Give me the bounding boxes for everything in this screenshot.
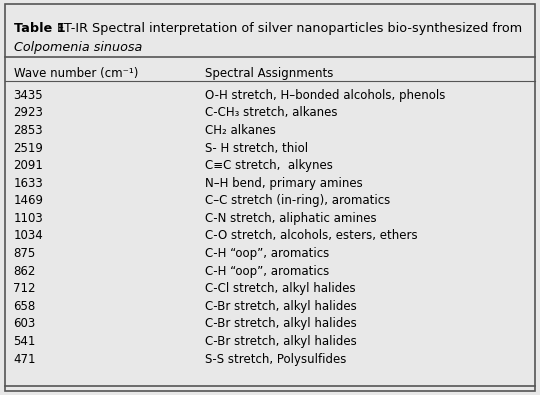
Text: Wave number (cm⁻¹): Wave number (cm⁻¹) bbox=[14, 67, 138, 80]
Text: C–C stretch (in-ring), aromatics: C–C stretch (in-ring), aromatics bbox=[205, 194, 390, 207]
Text: C-Cl stretch, alkyl halides: C-Cl stretch, alkyl halides bbox=[205, 282, 356, 295]
Text: C-H “oop”, aromatics: C-H “oop”, aromatics bbox=[205, 265, 329, 278]
Text: Table 1: Table 1 bbox=[14, 22, 70, 35]
Text: 862: 862 bbox=[14, 265, 36, 278]
Text: C-Br stretch, alkyl halides: C-Br stretch, alkyl halides bbox=[205, 300, 357, 313]
Text: 875: 875 bbox=[14, 247, 36, 260]
Text: FT-IR Spectral interpretation of silver nanoparticles bio-synthesized from: FT-IR Spectral interpretation of silver … bbox=[57, 22, 522, 35]
Text: C-Br stretch, alkyl halides: C-Br stretch, alkyl halides bbox=[205, 318, 357, 330]
Text: 1103: 1103 bbox=[14, 212, 43, 225]
Text: Colpomenia sinuosa: Colpomenia sinuosa bbox=[14, 41, 142, 55]
Text: 603: 603 bbox=[14, 318, 36, 330]
Text: 1633: 1633 bbox=[14, 177, 43, 190]
Text: 2091: 2091 bbox=[14, 159, 43, 172]
Text: 1034: 1034 bbox=[14, 229, 43, 243]
Text: CH₂ alkanes: CH₂ alkanes bbox=[205, 124, 276, 137]
Text: 2923: 2923 bbox=[14, 106, 43, 119]
Text: C-O stretch, alcohols, esters, ethers: C-O stretch, alcohols, esters, ethers bbox=[205, 229, 418, 243]
Text: C≡C stretch,  alkynes: C≡C stretch, alkynes bbox=[205, 159, 333, 172]
Text: Spectral Assignments: Spectral Assignments bbox=[205, 67, 334, 80]
Text: 471: 471 bbox=[14, 352, 36, 365]
Text: O-H stretch, H–bonded alcohols, phenols: O-H stretch, H–bonded alcohols, phenols bbox=[205, 89, 446, 102]
Text: 2853: 2853 bbox=[14, 124, 43, 137]
Text: C-N stretch, aliphatic amines: C-N stretch, aliphatic amines bbox=[205, 212, 377, 225]
Text: C-CH₃ stretch, alkanes: C-CH₃ stretch, alkanes bbox=[205, 106, 338, 119]
Text: 658: 658 bbox=[14, 300, 36, 313]
Text: S- H stretch, thiol: S- H stretch, thiol bbox=[205, 142, 308, 154]
Text: N–H bend, primary amines: N–H bend, primary amines bbox=[205, 177, 363, 190]
Text: 712: 712 bbox=[14, 282, 36, 295]
Text: 1469: 1469 bbox=[14, 194, 44, 207]
Text: 2519: 2519 bbox=[14, 142, 43, 154]
Text: C-Br stretch, alkyl halides: C-Br stretch, alkyl halides bbox=[205, 335, 357, 348]
Text: S-S stretch, Polysulfides: S-S stretch, Polysulfides bbox=[205, 352, 347, 365]
Text: 541: 541 bbox=[14, 335, 36, 348]
Text: C-H “oop”, aromatics: C-H “oop”, aromatics bbox=[205, 247, 329, 260]
Text: 3435: 3435 bbox=[14, 89, 43, 102]
